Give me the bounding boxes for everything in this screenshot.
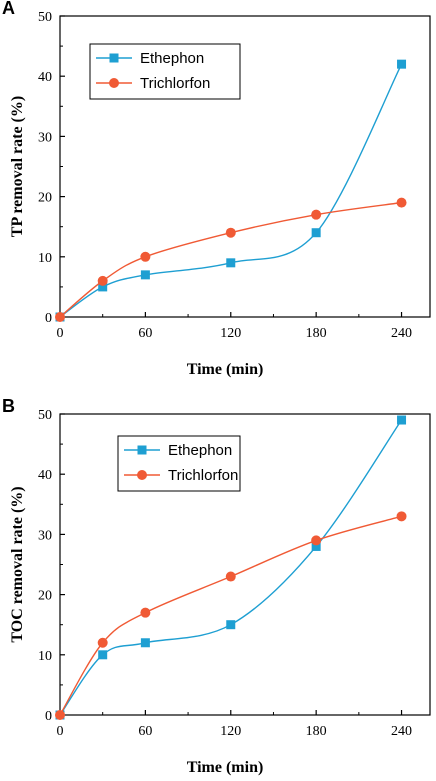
legend-marker-trichlorfon xyxy=(137,470,147,480)
y-tick-label: 40 xyxy=(38,468,52,483)
x-tick-label: 60 xyxy=(138,724,152,739)
plot-frame xyxy=(59,413,431,716)
data-point-ethephon xyxy=(140,638,150,648)
x-tick-label: 180 xyxy=(306,326,327,341)
legend-label-trichlorfon: Trichlorfon xyxy=(168,467,238,484)
data-point-ethephon xyxy=(397,59,407,69)
data-point-ethephon xyxy=(98,282,108,292)
panel-letter-a: A xyxy=(2,0,15,18)
legend-box xyxy=(89,43,241,100)
y-tick-label: 10 xyxy=(38,251,52,266)
y-tick-label: 50 xyxy=(38,10,52,25)
data-point-ethephon xyxy=(397,415,407,425)
x-axis-title: Time (min) xyxy=(187,759,264,776)
x-tick-label: 0 xyxy=(57,326,64,341)
x-tick-label: 120 xyxy=(220,326,241,341)
data-point-trichlorfon xyxy=(311,209,322,220)
y-tick-label: 30 xyxy=(38,130,52,145)
data-point-trichlorfon xyxy=(225,571,236,582)
data-point-ethephon xyxy=(98,650,108,660)
y-axis-title: TOC removal rate (%) xyxy=(9,486,26,642)
y-axis-title: TP removal rate (%) xyxy=(9,96,26,237)
x-tick-label: 0 xyxy=(57,724,64,739)
data-point-trichlorfon xyxy=(55,710,65,720)
legend-marker-trichlorfon xyxy=(109,78,119,88)
x-tick-label: 120 xyxy=(220,724,241,739)
x-tick-label: 180 xyxy=(306,724,327,739)
y-tick-label: 0 xyxy=(45,311,52,326)
y-tick-label: 0 xyxy=(45,709,52,724)
y-tick-label: 20 xyxy=(38,589,52,604)
data-point-trichlorfon xyxy=(225,227,236,238)
legend-box xyxy=(117,435,241,492)
data-point-ethephon xyxy=(311,228,321,238)
data-point-ethephon xyxy=(311,541,321,551)
legend-label-ethephon: Ethephon xyxy=(168,442,232,459)
series-line-trichlorfon xyxy=(59,515,402,716)
data-point-trichlorfon xyxy=(396,511,407,522)
y-tick-label: 50 xyxy=(38,408,52,423)
data-point-ethephon xyxy=(226,620,236,630)
x-tick-label: 240 xyxy=(391,326,412,341)
data-point-ethephon xyxy=(226,258,236,268)
legend-marker-ethephon xyxy=(109,53,119,63)
data-point-trichlorfon xyxy=(97,637,108,648)
y-tick-label: 40 xyxy=(38,70,52,85)
data-point-trichlorfon xyxy=(97,275,108,286)
x-axis-title: Time (min) xyxy=(187,361,264,378)
data-point-trichlorfon xyxy=(55,312,65,322)
legend-label-ethephon: Ethephon xyxy=(140,50,204,67)
legend-label-trichlorfon: Trichlorfon xyxy=(140,75,210,92)
chart-panel-b: B 0 60 120 180 240 0 10 20 30 40 50 Time (min) TOC re… xyxy=(2,396,431,776)
y-tick-label: 10 xyxy=(38,649,52,664)
data-point-trichlorfon xyxy=(140,607,151,618)
data-point-trichlorfon xyxy=(396,197,407,208)
data-point-trichlorfon xyxy=(311,535,322,546)
series-line-ethephon xyxy=(59,63,403,318)
legend-marker-ethephon xyxy=(137,445,147,455)
x-tick-label: 60 xyxy=(138,326,152,341)
y-tick-label: 20 xyxy=(38,191,52,206)
chart-panel-a: A 0 60 120 180 240 0 10 20 30 40 50 Time (min) TP rem… xyxy=(2,0,431,378)
y-tick-label: 30 xyxy=(38,528,52,543)
data-point-ethephon xyxy=(140,270,150,280)
x-tick-label: 240 xyxy=(391,724,412,739)
data-point-trichlorfon xyxy=(140,251,151,262)
panel-letter-b: B xyxy=(2,396,15,416)
